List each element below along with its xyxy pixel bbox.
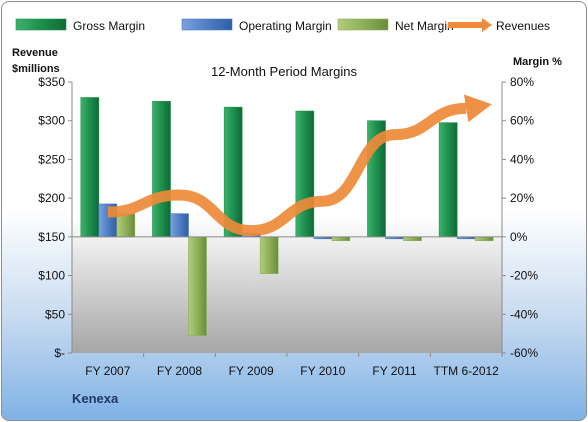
right-tick-label: -40% bbox=[510, 307, 538, 321]
x-tick-label: FY 2008 bbox=[157, 364, 202, 378]
left-tick-label: $200 bbox=[38, 191, 65, 205]
legend-swatch-net bbox=[337, 18, 389, 31]
net-margin-bar bbox=[116, 213, 136, 238]
net-margin-bar bbox=[474, 236, 494, 242]
left-axis-label-line1: Revenue bbox=[12, 47, 58, 59]
x-tick-label: FY 2007 bbox=[85, 364, 130, 378]
x-tick-label: FY 2011 bbox=[372, 364, 417, 378]
right-tick-label: 20% bbox=[510, 191, 534, 205]
left-tick-label: $50 bbox=[45, 307, 65, 321]
gross-margin-bar bbox=[80, 97, 100, 238]
revenues-line bbox=[107, 102, 467, 237]
left-tick-label: $100 bbox=[38, 269, 65, 283]
legend-swatch-gross bbox=[15, 18, 67, 31]
x-tick-label: FY 2009 bbox=[229, 364, 274, 378]
right-tick-label: -60% bbox=[510, 346, 538, 360]
legend-swatch-operating bbox=[181, 18, 233, 31]
net-margin-bar bbox=[331, 236, 351, 242]
left-tick-label: $150 bbox=[38, 230, 65, 244]
legend-label-revenues: Revenues bbox=[496, 19, 550, 33]
right-tick-label: 0% bbox=[510, 230, 528, 244]
gross-margin-bar bbox=[295, 110, 315, 238]
left-axis-label-line2: $millions bbox=[12, 63, 60, 75]
left-tick-label: $300 bbox=[38, 114, 65, 128]
right-axis-label: Margin % bbox=[513, 56, 562, 68]
x-tick-label: TTM 6-2012 bbox=[433, 364, 499, 378]
chart-title: 12-Month Period Margins bbox=[211, 64, 357, 79]
left-tick-label: $- bbox=[54, 346, 65, 360]
x-tick-label: FY 2010 bbox=[300, 364, 345, 378]
legend-label-operating: Operating Margin bbox=[239, 19, 332, 33]
net-margin-bar bbox=[259, 236, 279, 274]
left-tick-label: $350 bbox=[38, 75, 65, 89]
revenues-arrowhead bbox=[463, 94, 492, 123]
right-tick-label: 40% bbox=[510, 152, 534, 166]
gross-margin-bar bbox=[152, 101, 171, 238]
legend-label-net: Net Margin bbox=[395, 19, 454, 33]
net-margin-bar bbox=[403, 236, 422, 242]
legend-label-gross: Gross Margin bbox=[73, 19, 145, 33]
gross-margin-bar bbox=[438, 122, 458, 238]
left-tick-label: $250 bbox=[38, 152, 65, 166]
right-tick-label: 80% bbox=[510, 75, 534, 89]
right-tick-label: -20% bbox=[510, 269, 538, 283]
company-name: Kenexa bbox=[72, 391, 119, 406]
legend-arrow-revenues bbox=[482, 18, 492, 32]
operating-margin-bar bbox=[170, 213, 189, 238]
net-margin-bar bbox=[188, 236, 207, 336]
right-tick-label: 60% bbox=[510, 114, 534, 128]
